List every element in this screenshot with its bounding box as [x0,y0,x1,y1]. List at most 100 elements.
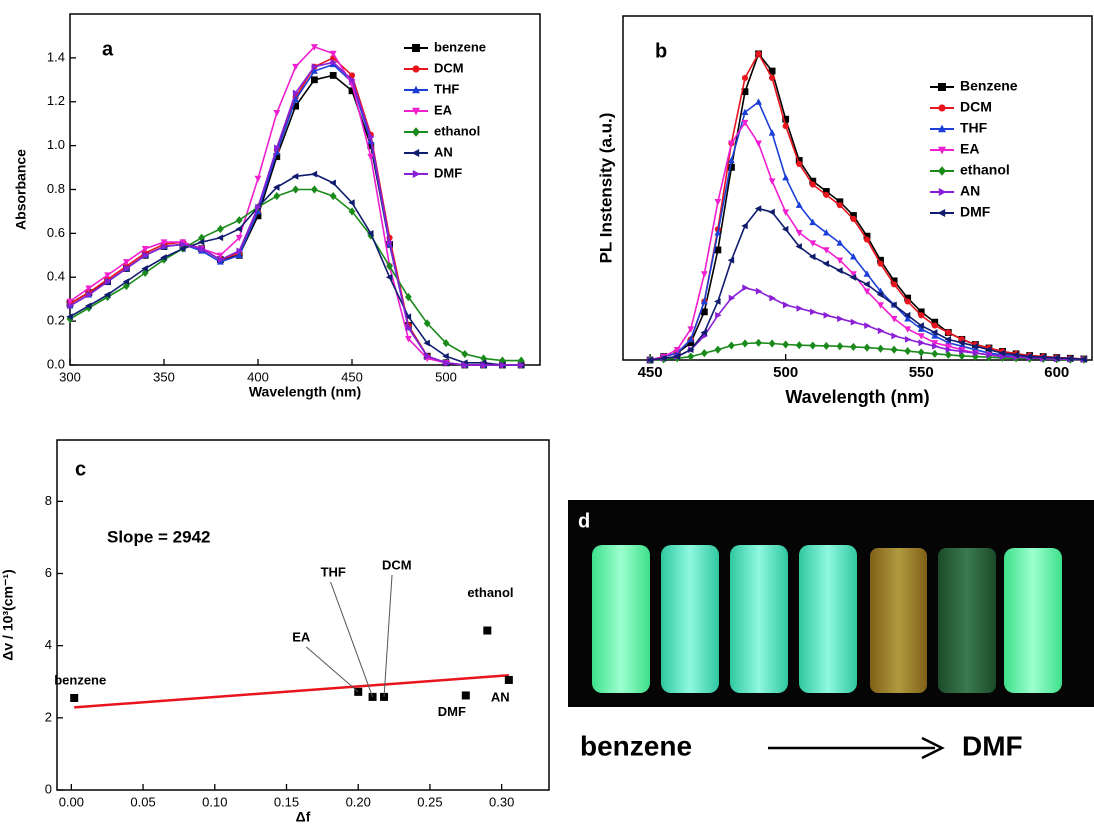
x-tick-label: 450 [341,369,363,384]
legend-marker [938,124,946,133]
series-line [649,100,1084,361]
x-tick-label: 0.20 [346,794,371,809]
marker [423,339,430,347]
marker [141,265,148,272]
marker [385,273,393,281]
marker [687,335,695,343]
marker [217,256,225,264]
marker [85,302,92,310]
marker [329,192,337,201]
legend-marker [412,170,421,178]
marker [796,305,803,312]
marker [687,352,695,361]
marker [198,245,206,253]
series-line [69,74,522,366]
marker [850,342,857,352]
y-tick-label: 1.0 [47,137,65,152]
marker [741,119,749,127]
marker [386,262,393,271]
marker [160,254,167,261]
marker [714,246,722,254]
marker [810,308,817,316]
marker [782,123,789,130]
x-tick-label: 600 [1044,364,1069,381]
marker [741,108,749,116]
marker [330,58,337,66]
marker [944,335,952,343]
marker [971,342,979,350]
marker [781,225,789,233]
x-tick-label: 0.30 [489,794,514,809]
marker [329,50,337,58]
marker [769,74,776,81]
marker [86,291,93,299]
marker [863,280,870,288]
marker [863,288,871,295]
marker [728,156,735,164]
marker [768,129,776,136]
marker [646,356,653,364]
marker [917,325,925,332]
y-tick-label: 6 [45,565,52,580]
marker [822,341,830,350]
marker [700,349,708,358]
marker [673,353,680,360]
vial [592,545,650,693]
marker [274,144,281,152]
marker [273,109,281,117]
marker [863,343,871,352]
marker [123,259,130,266]
marker [864,322,871,329]
marker [311,185,318,194]
marker [917,348,925,357]
marker [311,44,318,51]
y-tick-label: 0.0 [47,356,65,371]
marker [904,314,912,322]
marker [958,339,965,347]
y-tick-label: 0.6 [47,225,65,240]
y-axis-label: Δv / 10³(cm⁻¹) [0,569,16,660]
plot-frame [622,15,1093,361]
marker [998,349,1006,357]
y-tick-label: 4 [45,637,52,652]
marker [822,260,830,268]
marker [700,297,708,305]
legend-marker [938,104,946,112]
legend-label: ethanol [960,162,1010,178]
legend-marker [938,166,946,176]
marker [782,209,790,216]
point-label: DCM [382,557,412,572]
legend-marker [938,188,947,196]
marker [931,322,938,329]
x-tick-label: 550 [909,364,934,381]
marker [348,199,355,207]
marker [931,329,938,336]
marker [235,235,243,242]
marker [254,175,262,183]
marker [700,329,708,336]
marker [850,215,857,223]
marker [291,172,299,180]
marker [687,346,694,354]
marker [945,329,952,336]
marker [103,291,111,299]
marker [122,278,130,286]
plot-frame [56,439,550,791]
marker [985,346,992,354]
marker [891,332,898,340]
vial [1004,548,1062,693]
marker [714,199,722,206]
marker [160,239,168,246]
marker [123,265,131,272]
marker [443,359,450,367]
vial [661,545,719,693]
marker [877,327,885,335]
legend-marker [412,44,420,52]
x-axis-label: Wavelength (nm) [249,384,361,400]
legend-label: THF [960,120,988,136]
marker [348,72,356,79]
leader-line [305,646,359,693]
marker [217,252,224,260]
marker [329,179,336,187]
marker [1066,355,1074,363]
